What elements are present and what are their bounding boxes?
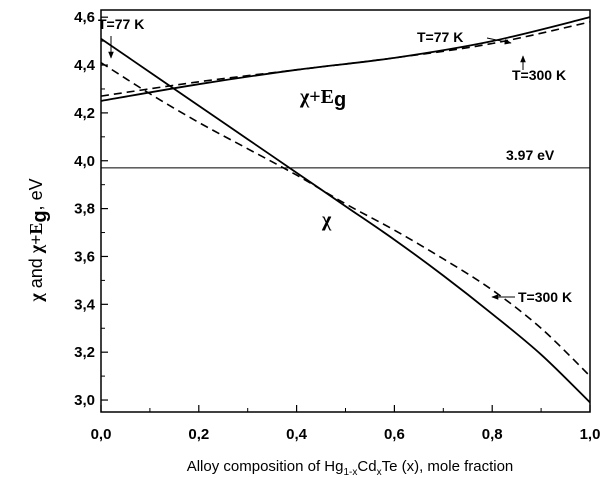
series-line-chi-77k — [100, 37, 591, 404]
x-tick-label: 0,8 — [482, 426, 503, 443]
x-tick-label: 0,4 — [286, 426, 308, 443]
series-group — [100, 16, 591, 404]
annotation-t77-upper: T=77 K — [417, 29, 463, 45]
arrow-t77-upper — [486, 37, 512, 45]
y-tick-label: 4,4 — [74, 57, 96, 74]
curve-label-chi: χ — [321, 209, 332, 231]
y-tick-label: 4,6 — [74, 9, 95, 26]
reference-line-label: 3.97 eV — [506, 147, 555, 163]
y-tick-label: 3,6 — [74, 248, 95, 265]
x-tick-label: 0,2 — [188, 426, 209, 443]
curve-label-chi-plus-eg: χ+Eg — [299, 86, 346, 111]
y-tick-label: 3,8 — [74, 201, 95, 218]
y-tick-label: 4,2 — [74, 105, 95, 122]
x-tick-label: 0,6 — [384, 426, 405, 443]
y-axis-title: χ and χ+Eg, eV — [26, 178, 51, 302]
x-axis-title: Alloy composition of Hg1-xCdxTe (x), mol… — [187, 458, 514, 478]
y-tick-label: 3,0 — [74, 392, 95, 409]
annotation-t300-chi: T=300 K — [518, 289, 572, 305]
x-tick-label: 0,0 — [91, 426, 112, 443]
axis-ticks: 0,0 0,2 0,4 0,6 0,8 1,0 3,0 3,2 3,4 3,6 3,8 4,0 4,2 4… — [74, 9, 600, 443]
y-tick-label: 3,2 — [74, 344, 95, 361]
y-tick-label: 4,0 — [74, 153, 95, 170]
x-tick-label: 1,0 — [580, 426, 601, 443]
annotation-t300-upper: T=300 K — [512, 67, 566, 83]
annotation-t77-chi: T=77 K — [98, 16, 144, 32]
y-tick-label: 3,4 — [74, 296, 96, 313]
plot-frame — [100, 9, 591, 413]
series-line-chi-plus-Eg-300k — [100, 21, 591, 97]
